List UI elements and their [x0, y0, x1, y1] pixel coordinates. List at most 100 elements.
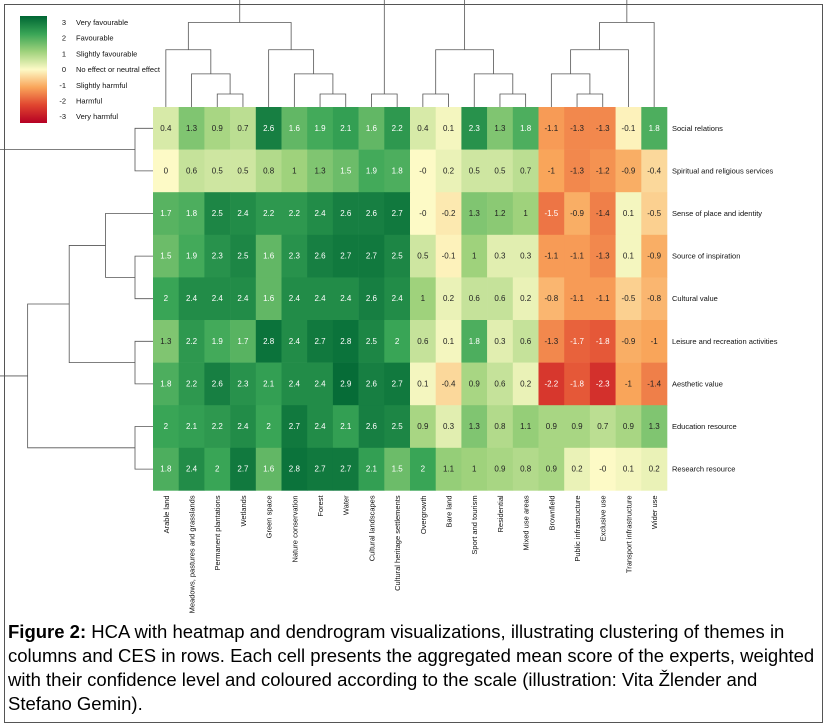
cell-value-label: 2.2 [212, 422, 224, 431]
heatmap-cell [178, 234, 205, 278]
cell-value-label: -0 [419, 209, 427, 218]
heatmap-cell [615, 362, 642, 406]
legend-value: -1 [59, 81, 66, 90]
cell-value-label: -1 [651, 337, 659, 346]
heatmap-cell [358, 405, 385, 449]
heatmap-cell [307, 277, 334, 321]
heatmap-cell [564, 107, 591, 150]
legend-value: -2 [59, 97, 66, 106]
heatmap-cell [461, 192, 488, 236]
cell-value-label: 0.1 [623, 465, 635, 474]
heatmap-cell [589, 447, 616, 491]
column-label: Bare land [445, 495, 454, 527]
cell-value-label: 0.1 [443, 124, 455, 133]
cell-value-label: -0.9 [622, 337, 636, 346]
heatmap-cell [204, 107, 231, 150]
heatmap-cell [435, 405, 462, 449]
heatmap-cell [512, 107, 539, 150]
heatmap-cell [615, 234, 642, 278]
legend-label: Slightly favourable [76, 49, 137, 58]
heatmap-cell [641, 405, 668, 449]
heatmap-cell [410, 405, 436, 449]
cell-value-label: 0.7 [520, 166, 532, 175]
heatmap-cell [230, 362, 257, 406]
dendrogram-branch [319, 93, 347, 107]
legend-label: Favourable [76, 34, 114, 43]
cell-value-label: 2.4 [186, 465, 198, 474]
cell-value-label: -1.3 [570, 124, 584, 133]
cell-value-label: 2.6 [366, 379, 378, 388]
heatmap-cell [281, 362, 308, 406]
legend-label: Harmful [76, 97, 103, 106]
heatmap-cell [204, 405, 231, 449]
heatmap-cell [564, 320, 591, 363]
cell-value-label: -0.8 [544, 294, 558, 303]
cell-value-label: 0.7 [237, 124, 249, 133]
heatmap-cell [615, 149, 642, 193]
heatmap-cell [230, 234, 257, 278]
cell-value-label: 2.1 [340, 124, 352, 133]
dendrogram-branch [422, 93, 449, 107]
heatmap-cell [538, 277, 565, 321]
cell-value-label: 1 [472, 465, 477, 474]
cell-value-label: 1.6 [263, 252, 275, 261]
heatmap-cell [332, 149, 359, 193]
heatmap-cell [153, 107, 179, 150]
legend-label: Very harmful [76, 112, 118, 121]
cell-value-label: 2.6 [314, 252, 326, 261]
heatmap-cell [435, 107, 462, 150]
cell-value-label: 0.2 [649, 465, 661, 474]
heatmap-cell [615, 107, 642, 150]
cell-value-label: 2.6 [366, 209, 378, 218]
legend-value: 2 [62, 34, 66, 43]
heatmap-cell [461, 447, 488, 491]
cell-value-label: -0.9 [622, 166, 636, 175]
heatmap-cell [461, 320, 488, 363]
dendrogram-branch [268, 49, 315, 107]
cell-value-label: 0.3 [494, 252, 506, 261]
cell-value-label: 0.5 [494, 166, 506, 175]
cell-value-label: 0.6 [494, 294, 506, 303]
heatmap-cell [564, 192, 591, 236]
heatmap-cell [384, 277, 411, 321]
heatmap-cell [281, 107, 308, 150]
cell-value-label: 0.9 [417, 422, 429, 431]
heatmap-cell [410, 362, 436, 406]
heatmap-cell [384, 234, 411, 278]
row-label: Social relations [672, 124, 723, 133]
cell-value-label: 2.1 [263, 379, 275, 388]
cell-value-label: 0.9 [623, 422, 635, 431]
heatmap-cell [153, 277, 179, 321]
dendrogram-branch [371, 93, 398, 107]
heatmap-cell [230, 192, 257, 236]
cell-value-label: -1.1 [544, 252, 558, 261]
heatmap-cell [281, 405, 308, 449]
cell-value-label: 2.4 [212, 294, 224, 303]
heatmap-cell [281, 234, 308, 278]
heatmap-cell [564, 149, 591, 193]
heatmap-cell [281, 192, 308, 236]
cell-value-label: 1.8 [392, 166, 404, 175]
heatmap-cell [435, 362, 462, 406]
cell-value-label: -1.1 [570, 294, 584, 303]
cell-value-label: 2 [164, 294, 169, 303]
heatmap-cell [230, 320, 257, 363]
dendrogram-branch [191, 73, 231, 107]
column-label: Permanent plantations [213, 495, 222, 570]
cell-value-label: 1.6 [289, 124, 301, 133]
heatmap-cell [435, 277, 462, 321]
heatmap-cell [410, 320, 436, 363]
cell-value-label: -1.8 [570, 379, 584, 388]
heatmap-cell [410, 192, 436, 236]
cell-value-label: 1.6 [263, 465, 275, 474]
cell-value-label: -0 [419, 166, 427, 175]
cell-value-label: 2.4 [289, 294, 301, 303]
legend-label: Slightly harmful [76, 81, 128, 90]
heatmap-cell [204, 149, 231, 193]
heatmap-cell [384, 192, 411, 236]
legend-value: 3 [62, 18, 66, 27]
cell-value-label: 2.9 [340, 379, 352, 388]
heatmap-cell [384, 149, 411, 193]
heatmap-cell [358, 149, 385, 193]
heatmap-cell [615, 277, 642, 321]
